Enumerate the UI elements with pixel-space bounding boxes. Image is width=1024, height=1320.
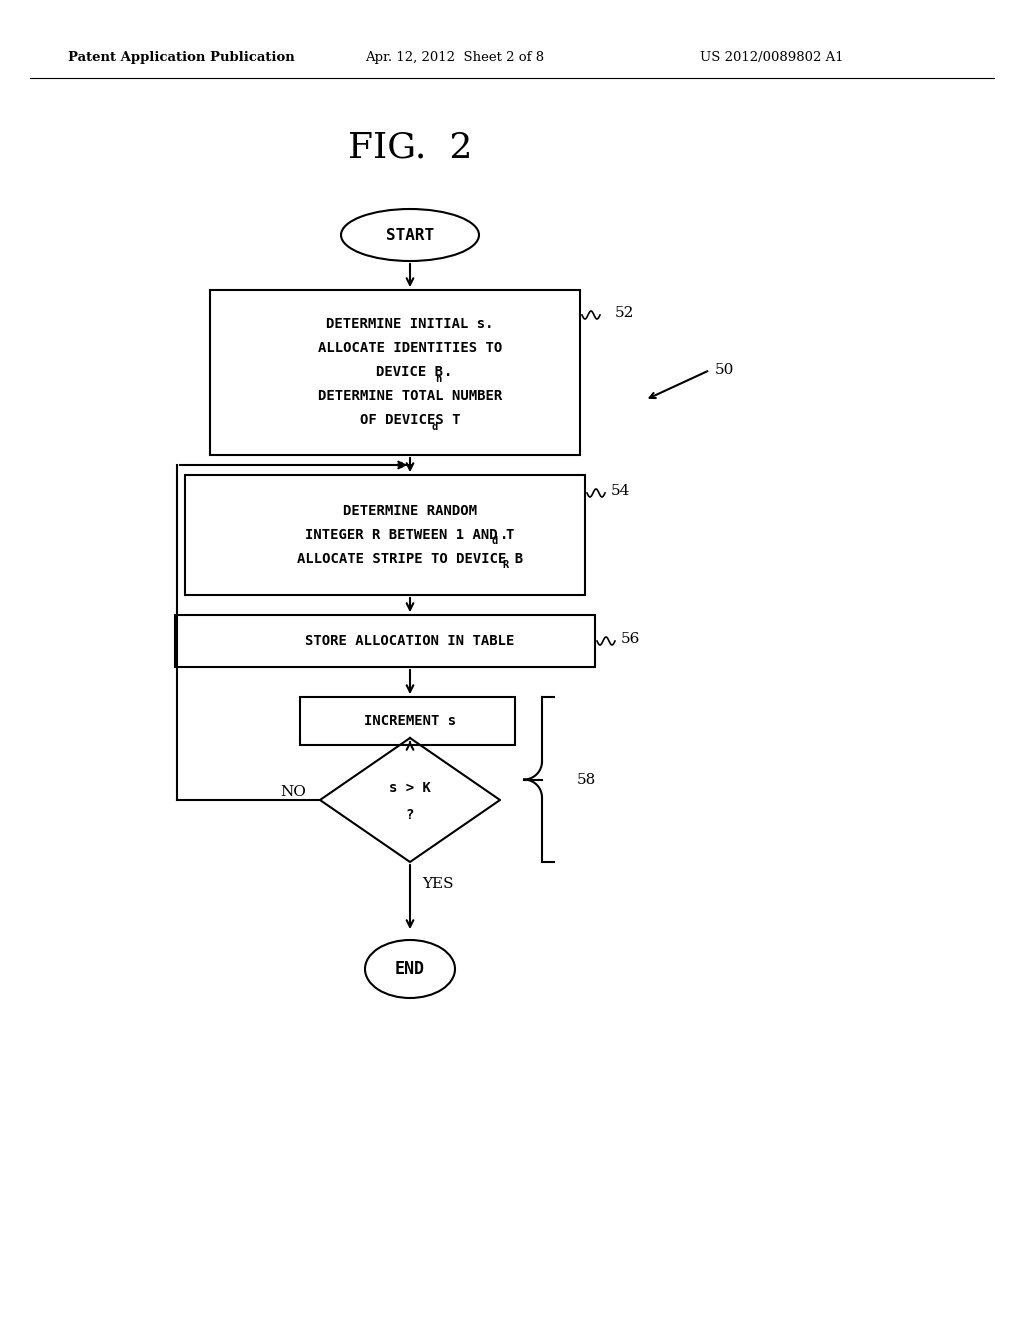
Bar [185,475,585,595]
Bar [300,697,515,744]
Text: Apr. 12, 2012  Sheet 2 of 8: Apr. 12, 2012 Sheet 2 of 8 [365,51,544,65]
Text: 50: 50 [715,363,734,378]
Text: US 2012/0089802 A1: US 2012/0089802 A1 [700,51,844,65]
Text: FIG.  2: FIG. 2 [348,131,472,165]
Text: INCREMENT s: INCREMENT s [364,714,456,729]
Text: .: . [444,366,453,380]
Text: ALLOCATE IDENTITIES TO: ALLOCATE IDENTITIES TO [317,342,502,355]
Text: INTEGER R BETWEEN 1 AND T: INTEGER R BETWEEN 1 AND T [305,528,515,543]
Text: R: R [502,560,508,570]
Text: 58: 58 [577,772,596,787]
Text: STORE ALLOCATION IN TABLE: STORE ALLOCATION IN TABLE [305,634,515,648]
Text: ?: ? [406,808,414,822]
Text: Patent Application Publication: Patent Application Publication [68,51,295,65]
Text: d: d [492,536,499,546]
Text: s > K: s > K [389,781,431,795]
Bar [210,290,580,455]
Text: DETERMINE RANDOM: DETERMINE RANDOM [343,504,477,517]
Text: d: d [432,421,438,432]
Text: .: . [500,528,508,543]
Text: START: START [386,227,434,243]
Text: DETERMINE INITIAL s.: DETERMINE INITIAL s. [327,318,494,331]
Text: 52: 52 [615,306,635,319]
Text: 56: 56 [621,632,640,645]
Bar [175,615,595,667]
Text: ALLOCATE STRIPE TO DEVICE B: ALLOCATE STRIPE TO DEVICE B [297,552,523,566]
Text: OF DEVICES T: OF DEVICES T [359,413,460,428]
Text: NO: NO [280,785,306,799]
Text: END: END [395,960,425,978]
Text: DETERMINE TOTAL NUMBER: DETERMINE TOTAL NUMBER [317,389,502,404]
Text: 54: 54 [611,484,631,498]
Text: n: n [435,374,441,384]
Text: DEVICE B: DEVICE B [377,366,443,380]
Text: YES: YES [422,876,454,891]
